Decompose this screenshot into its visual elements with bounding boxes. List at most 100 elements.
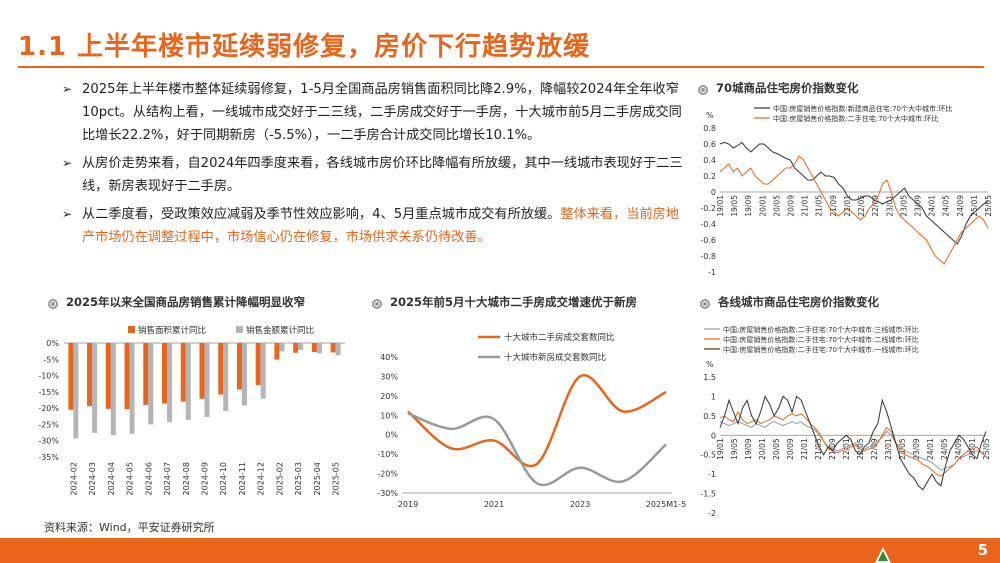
- bar: [311, 343, 317, 353]
- y-tick-label: 40%: [380, 353, 398, 362]
- x-tick-label: 2025-03: [294, 462, 303, 495]
- y-tick-label: -0.4: [700, 220, 716, 229]
- bullet-list: ➢ 2025年上半年楼市整体延续弱修复，1-5月全国商品房销售面积同比降2.9%…: [62, 78, 687, 254]
- chart-sales-cumulative-yoy: 0% -5% -10% -15% -20% -25% -30% -35% 2024-02 2024…: [38, 325, 345, 495]
- x-tick-label: 2024-03: [88, 462, 97, 495]
- y-tick-label: -30%: [38, 437, 59, 446]
- bullet-item-2: ➢ 从房价走势来看，自2024年四季度来看，各线城市房价环比降幅有所放缓，其中一…: [62, 152, 687, 198]
- legend-label: 中国:房屋销售价格指数:新建商品住宅:70个大中城市:环比: [773, 104, 952, 113]
- bar: [110, 343, 116, 436]
- x-tick-label: 23/05: [899, 195, 908, 217]
- y-tick-label: 0.4: [703, 156, 716, 165]
- x-tick-label: 21/05: [815, 195, 824, 217]
- y-tick-label: -20%: [38, 404, 59, 413]
- x-tick-label: 24/05: [942, 195, 951, 217]
- bar: [274, 343, 280, 360]
- y-tick-label: -0.5: [700, 451, 716, 460]
- legend-label: 中国:房屋销售价格指数:二手住宅:70个大中城市:一线城市:环比: [723, 345, 919, 354]
- x-tick-label: 22/01: [843, 195, 852, 217]
- bullet-item-3: ➢ 从二季度看，受政策效应减弱及季节性效应影响，4、5月重点城市成交有所放缓。整…: [62, 203, 687, 249]
- x-tick-label: 20/09: [786, 438, 795, 460]
- y-tick-label: 0.8: [703, 124, 716, 133]
- bar: [143, 343, 149, 405]
- x-tick-label: 23/01: [885, 195, 894, 217]
- chart-tier-city-price-index: 1.5 1 0.5 0 -0.5 -1 -1.5 -2% 19/01 19/05 19/09 20/0…: [700, 325, 991, 518]
- x-tick-label: 2023: [570, 500, 590, 509]
- chart-bullet-icon: [698, 85, 708, 95]
- y-tick-label: -10%: [38, 372, 59, 381]
- x-tick-label: 23/01: [884, 438, 893, 460]
- source-note: 资料来源：Wind，平安证券研究所: [44, 521, 215, 534]
- x-tick-label: 24/09: [956, 195, 965, 217]
- chart-tencity-transactions: 40% 30% 20% 10% 0% -10% -20% -30%2019 2021 2023 20…: [377, 332, 686, 509]
- y-tick-label: 0.2: [703, 172, 716, 181]
- bar: [92, 343, 98, 433]
- x-tick-label: 2024-12: [257, 462, 266, 495]
- chart-bullet-icon: [372, 299, 382, 309]
- x-tick-label: 22/09: [870, 438, 879, 460]
- x-tick-label: 2024-04: [107, 462, 116, 495]
- y-tick-label: 1: [711, 392, 716, 401]
- x-tick-label: 20/01: [758, 195, 767, 217]
- bar: [330, 343, 336, 353]
- y-tick-label: -1: [708, 268, 716, 277]
- bar: [241, 343, 247, 406]
- y-tick-label: -10%: [377, 450, 398, 459]
- x-tick-label: 2024-05: [126, 462, 135, 495]
- y-tick-label: 0%: [385, 431, 398, 440]
- bar: [162, 343, 168, 404]
- x-tick-label: 2019: [398, 500, 418, 509]
- legend-label: 中国:房屋销售价格指数:二手住宅:70个大中城市:二线城市:环比: [723, 335, 919, 344]
- x-tick-label: 19/01: [716, 195, 725, 217]
- x-tick-label: 2024-10: [219, 462, 228, 495]
- bar: [185, 343, 191, 420]
- bar: [73, 343, 79, 439]
- x-tick-label: 24/09: [954, 438, 963, 460]
- bar: [279, 343, 285, 352]
- legend-label: 中国:房屋销售价格指数:二手住宅:70个大中城市:三线城市:环比: [723, 325, 919, 334]
- bar: [260, 343, 266, 399]
- x-tick-label: 20/09: [787, 195, 796, 217]
- bullet-arrow-icon: ➢: [62, 82, 73, 96]
- x-tick-label: 20/05: [772, 438, 781, 460]
- x-tick-label: 21/05: [814, 438, 823, 460]
- x-tick-label: 19/05: [730, 438, 739, 460]
- x-tick-label: 2024-06: [144, 462, 153, 495]
- panel-title-tiers: 各线城市商品住宅房价指数变化: [700, 294, 879, 310]
- series-line: [719, 141, 989, 245]
- series-line: [719, 395, 987, 491]
- y-tick-label: 0%: [46, 339, 59, 348]
- bullet-text: 从二季度看，受政策效应减弱及季节性效应影响，4、5月重点城市成交有所放缓。: [82, 207, 561, 222]
- x-tick-label: 21/01: [800, 438, 809, 460]
- y-tick-label: -1.5: [700, 490, 716, 499]
- x-tick-label: 20/05: [772, 195, 781, 217]
- y-tick-label: -1: [708, 470, 716, 479]
- x-tick-label: 21/01: [801, 195, 810, 217]
- x-tick-label: 21/09: [829, 195, 838, 217]
- bar: [180, 343, 186, 402]
- y-tick-label: -0.6: [700, 236, 716, 245]
- x-tick-label: 23/09: [912, 438, 921, 460]
- bullet-item-1: ➢ 2025年上半年楼市整体延续弱修复，1-5月全国商品房销售面积同比降2.9%…: [62, 78, 687, 147]
- bar: [316, 343, 322, 354]
- bar: [124, 343, 130, 410]
- y-tick-label: 30%: [380, 372, 398, 381]
- x-tick-label: 2024-11: [238, 462, 247, 495]
- y-tick-label: -35%: [38, 453, 59, 462]
- y-tick-label: -2: [708, 509, 716, 518]
- brand-logo-icon: [875, 547, 891, 563]
- bar: [68, 343, 74, 410]
- panel-title-sales: 2025年以来全国商品房销售累计降幅明显收窄: [48, 294, 305, 310]
- bullet-highlight: 整体来看，当前房地产市场仍在调整过程中，市场信心仍在修复，市场供求关系仍待改善。: [82, 207, 680, 245]
- x-tick-label: 2024-08: [182, 462, 191, 495]
- x-tick-label: 2025-02: [275, 462, 284, 495]
- x-tick-label: 19/09: [744, 195, 753, 217]
- bar: [105, 343, 111, 409]
- bar: [87, 343, 93, 407]
- x-tick-label: 25/01: [970, 195, 979, 217]
- bar: [204, 343, 210, 417]
- x-tick-label: 2024-07: [163, 462, 172, 495]
- chart-70city-price-index: 0.8 0.6 0.4 0.2 0 -0.2 -0.4 -0.6 -0.8 -1% 19/01 19/…: [700, 104, 993, 277]
- page-title: 1.1 上半年楼市延续弱修复，房价下行趋势放缓: [18, 32, 591, 62]
- x-tick-label: 20/01: [758, 438, 767, 460]
